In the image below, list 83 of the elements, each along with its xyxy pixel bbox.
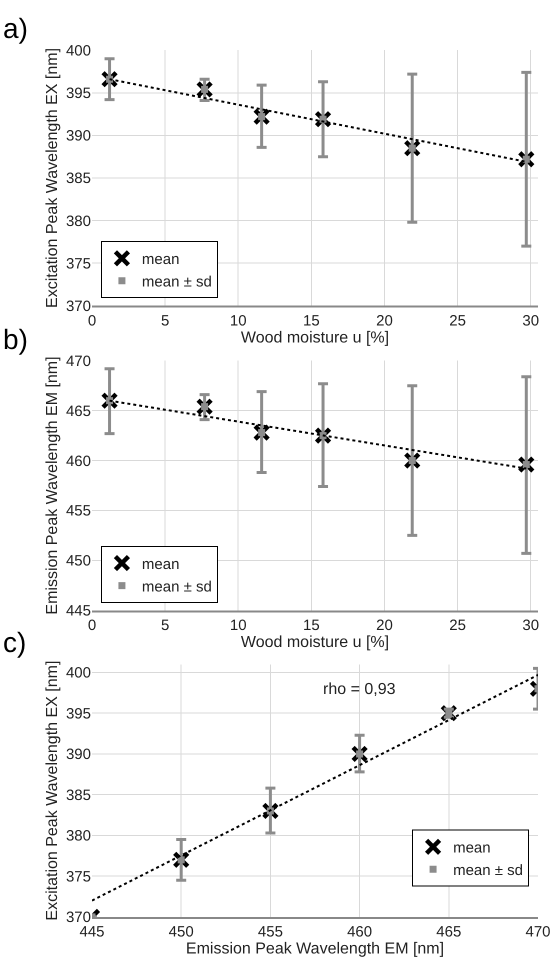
y-tick-label: 385 xyxy=(66,786,91,804)
point xyxy=(100,70,118,88)
y-tick-label: 395 xyxy=(66,85,91,102)
x-tick-label: 25 xyxy=(449,617,466,634)
y-axis-title: Excitation Peak Wavelength EX [nm] xyxy=(44,48,61,308)
x-tick-label: 15 xyxy=(302,312,320,330)
point xyxy=(201,86,208,93)
point xyxy=(403,452,421,470)
point xyxy=(252,424,270,442)
point xyxy=(350,745,368,763)
point xyxy=(201,403,208,410)
point xyxy=(518,456,536,474)
x-tick-label: 445 xyxy=(79,924,105,941)
point xyxy=(522,156,530,163)
x-axis-title: Wood moisture u [%] xyxy=(240,634,390,652)
point xyxy=(172,851,190,869)
x-tick-label: 10 xyxy=(230,312,247,330)
point xyxy=(262,802,280,820)
point xyxy=(178,856,185,864)
y-tick-label: 385 xyxy=(66,170,91,188)
point xyxy=(196,398,214,416)
legend-label: mean ± sd xyxy=(142,274,212,291)
y-tick-label: 380 xyxy=(66,212,91,230)
y-tick-label: 455 xyxy=(66,502,91,520)
y-tick-label: 400 xyxy=(66,664,91,682)
point xyxy=(522,461,530,468)
y-tick-label: 375 xyxy=(66,868,91,886)
y-tick-label: 470 xyxy=(66,352,91,370)
point xyxy=(100,392,118,410)
x-tick-label: 0 xyxy=(88,312,96,330)
y-tick-label: 375 xyxy=(66,255,91,272)
text: a) xyxy=(3,13,28,44)
annotation: rho = 0,93 xyxy=(323,681,396,698)
point xyxy=(356,750,364,758)
y-axis-title: Emission Peak Wavelength EM [nm] xyxy=(44,356,61,615)
legend-label: mean xyxy=(142,556,180,573)
legend-label: mean ± sd xyxy=(142,578,212,596)
point xyxy=(258,113,266,120)
point xyxy=(252,108,270,126)
x-tick-label: 470 xyxy=(525,924,551,941)
y-tick-label: 395 xyxy=(66,705,91,722)
point xyxy=(518,150,536,168)
x-axis-title: Wood moisture u [%] xyxy=(240,329,390,346)
y-tick-label: 445 xyxy=(66,602,91,620)
x-tick-label: 20 xyxy=(376,312,393,330)
y-tick-label: 390 xyxy=(66,746,91,764)
point xyxy=(445,710,452,717)
x-tick-label: 30 xyxy=(522,617,540,634)
y-tick-label: 370 xyxy=(66,298,91,315)
y-tick-label: 370 xyxy=(66,909,91,926)
point xyxy=(403,139,421,157)
point xyxy=(258,429,266,436)
point xyxy=(314,110,332,128)
point xyxy=(440,704,458,722)
x-tick-label: 5 xyxy=(160,617,170,634)
y-tick-label: 400 xyxy=(66,42,91,60)
y-tick-label: 390 xyxy=(66,128,91,145)
point xyxy=(314,426,332,444)
y-tick-label: 450 xyxy=(66,552,91,570)
x-tick-label: 465 xyxy=(436,924,462,941)
y-axis-title: Excitation Peak Wavelength EX [nm] xyxy=(44,660,61,921)
x-tick-label: 455 xyxy=(258,924,283,941)
text: b) xyxy=(3,324,28,355)
y-tick-label: 465 xyxy=(66,402,91,420)
legend-label: mean ± sd xyxy=(453,862,524,880)
x-tick-label: 460 xyxy=(347,924,372,941)
point xyxy=(408,457,416,464)
x-tick-label: 10 xyxy=(230,617,247,634)
legend-label: mean xyxy=(142,251,180,268)
x-tick-label: 20 xyxy=(376,617,393,634)
x-tick-label: 450 xyxy=(168,924,194,941)
x-axis-title: Emission Peak Wavelength EM [nm] xyxy=(186,940,444,958)
y-tick-label: 380 xyxy=(66,828,91,845)
legend-label: mean xyxy=(453,840,491,857)
y-tick-label: 460 xyxy=(66,452,91,470)
x-tick-label: 25 xyxy=(449,312,466,330)
text: c) xyxy=(3,627,26,658)
point xyxy=(408,144,416,152)
point xyxy=(196,80,214,98)
x-tick-label: 15 xyxy=(302,617,320,634)
x-tick-label: 5 xyxy=(160,312,170,330)
x-tick-label: 0 xyxy=(88,617,96,634)
x-tick-label: 30 xyxy=(522,312,540,330)
